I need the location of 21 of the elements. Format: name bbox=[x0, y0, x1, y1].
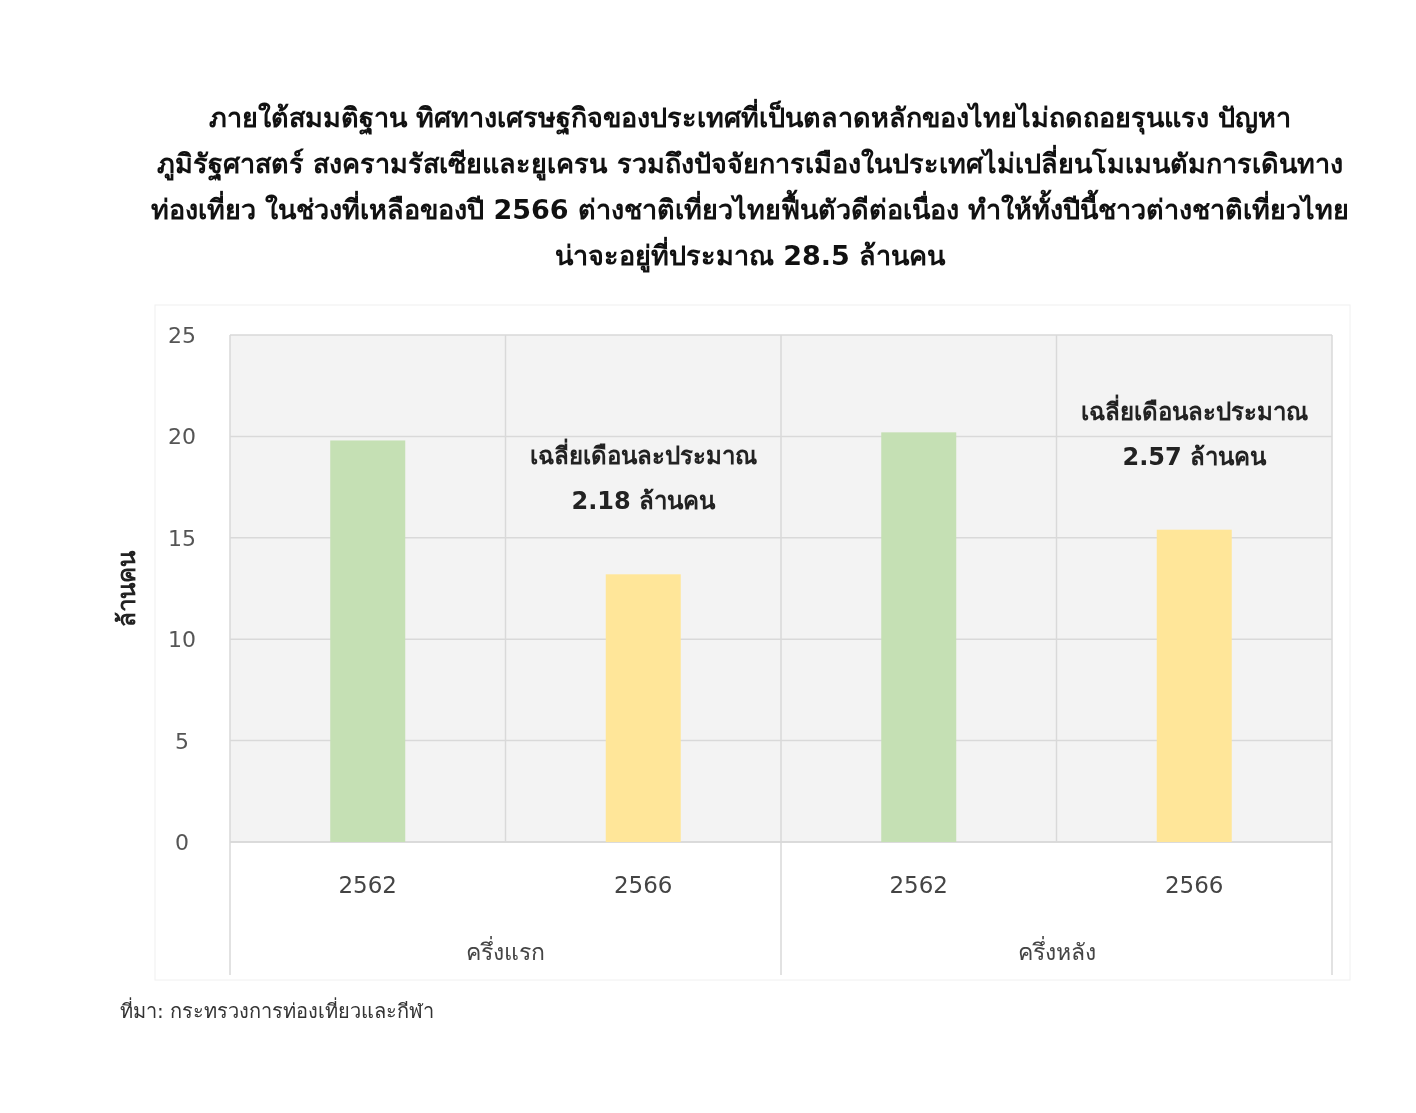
x-tick-label: 2566 bbox=[613, 872, 673, 898]
y-tick-label: 15 bbox=[168, 525, 196, 551]
y-axis-title: ล้านคน bbox=[113, 549, 141, 627]
y-tick-label: 0 bbox=[175, 830, 189, 855]
bar bbox=[330, 440, 406, 842]
bar bbox=[1156, 529, 1232, 842]
x-tick-label: 2562 bbox=[338, 872, 398, 898]
annotation: เฉลี่ยเดือนละประมาณ 2.18 ล้านคน bbox=[529, 438, 757, 516]
y-tick-label: 25 bbox=[168, 323, 196, 348]
bar bbox=[605, 574, 681, 842]
y-tick-label: 20 bbox=[168, 424, 196, 450]
text: ครึ่งแรก bbox=[466, 936, 545, 965]
bar bbox=[881, 432, 957, 842]
text: ที่มา: กระทรวงการท่องเที่ยวและกีฬา bbox=[120, 997, 435, 1023]
chart-title: ภายใต้สมมติฐาน ทิศทางเศรษฐกิจของประเทศที่เป็นตลาดหลักของไทยไม่ถดถอยรุนแรง ปัญหาภูมิรัฐศาสตร์ สงครามรัสเซียและยูเครน รวมถึงปัจจัยการเมืองในประเทศไม่เปลี่ยนโมเมนตัมการเดินทางท่องเที่ยว ในช่วงที่เหลือของปี 2566 ต่างชาติเที่ยวไทยฟื้นตัวดีต่อเนื่อง ทำให้ทั้งปีนี้ชาวต่างชาติเที่ยวไทยน่าจะอยู่ที่ประมาณ 28.5 ล้านคน bbox=[150, 98, 1350, 275]
x-tick-label: 2566 bbox=[1164, 872, 1224, 898]
y-tick-label: 5 bbox=[175, 728, 189, 754]
y-tick-label: 10 bbox=[168, 627, 196, 653]
x-tick-label: 2562 bbox=[889, 872, 949, 898]
text: ครึ่งหลัง bbox=[1017, 936, 1096, 965]
annotation: เฉลี่ยเดือนละประมาณ 2.57 ล้านคน bbox=[1080, 393, 1308, 471]
